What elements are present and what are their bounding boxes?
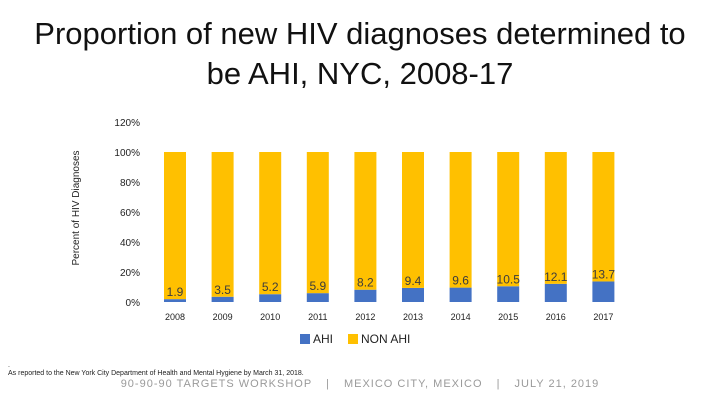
data-label: 3.5 (214, 283, 231, 297)
y-tick-label: 20% (120, 268, 140, 279)
bar-non-ahi (449, 152, 472, 288)
x-tick-label: 2014 (451, 312, 471, 322)
footer-workshop: 90-90-90 TARGETS WORKSHOP (120, 378, 312, 390)
footer: 90-90-90 TARGETS WORKSHOP | MEXICO CITY,… (0, 378, 720, 390)
bars: 1.9 3.5 5.2 5.9 8.2 9.4 9.6 10.5 12.1 13.7 (164, 152, 615, 302)
legend-swatch (300, 334, 310, 344)
bar-ahi (306, 293, 329, 302)
bar-non-ahi (402, 152, 424, 288)
y-tick-label: 40% (120, 238, 140, 249)
bar-ahi (211, 296, 234, 302)
bar-ahi (354, 289, 377, 302)
bar-non-ahi (497, 152, 520, 287)
y-tick-label: 0% (126, 298, 141, 309)
x-tick-label: 2013 (403, 312, 423, 322)
bar-non-ahi (164, 152, 186, 300)
footer-separator: | (326, 378, 330, 390)
bar-ahi (497, 286, 520, 302)
legend-swatch (348, 334, 358, 344)
data-label: 9.4 (405, 274, 422, 288)
bar-ahi (592, 281, 615, 302)
x-tick-label: 2011 (308, 312, 327, 322)
x-tick-label: 2010 (260, 312, 280, 322)
chart-title: Proportion of new HIV diagnoses determin… (34, 16, 686, 91)
bar-ahi (402, 287, 424, 302)
bar-non-ahi (259, 152, 282, 295)
legend-label: AHI (313, 332, 333, 346)
data-label: 5.2 (262, 280, 279, 294)
bar-ahi (449, 287, 472, 302)
legend-label: NON AHI (361, 332, 410, 346)
footer-separator: | (496, 378, 501, 390)
bar-ahi (544, 283, 567, 302)
footnote: . As reported to the New York City Depar… (8, 362, 304, 378)
data-label: 13.7 (592, 267, 616, 281)
data-label: 10.5 (497, 272, 521, 286)
y-axis-label: Percent of HIV Diagnoses (71, 150, 82, 265)
x-tick-label: 2016 (546, 312, 566, 322)
bar-ahi (259, 294, 282, 302)
y-tick-label: 60% (120, 208, 140, 219)
data-label: 8.2 (357, 276, 374, 290)
bar-non-ahi (354, 152, 377, 290)
bar-non-ahi (306, 152, 329, 294)
x-tick-label: 2009 (213, 312, 233, 322)
y-axis-ticks: 0% 20% 40% 60% 80% 100% 120% (114, 118, 140, 309)
data-label: 12.1 (544, 270, 568, 284)
y-tick-label: 100% (114, 148, 140, 159)
x-tick-label: 2008 (165, 312, 185, 322)
bar-non-ahi (211, 152, 234, 297)
legend: AHI NON AHI (300, 332, 410, 346)
data-label: 1.9 (167, 285, 184, 299)
x-tick-label: 2017 (593, 312, 613, 322)
data-label: 9.6 (452, 274, 469, 288)
x-tick-label: 2012 (355, 312, 375, 322)
bar-non-ahi (544, 152, 567, 284)
footer-location: MEXICO CITY, MEXICO (343, 378, 483, 390)
bar-ahi (164, 299, 186, 302)
x-tick-label: 2015 (498, 312, 518, 322)
y-tick-label: 120% (114, 118, 140, 129)
bar-non-ahi (592, 152, 615, 282)
footnote-text: As reported to the New York City Departm… (8, 370, 304, 377)
data-label: 5.9 (309, 279, 326, 293)
x-axis-ticks: 2008 2009 2010 2011 2012 2013 2014 2015 2016 2017 (165, 312, 613, 322)
footnote-mark: . (8, 362, 10, 369)
y-tick-label: 80% (120, 178, 140, 189)
footer-date: JULY 21, 2019 (514, 378, 600, 390)
